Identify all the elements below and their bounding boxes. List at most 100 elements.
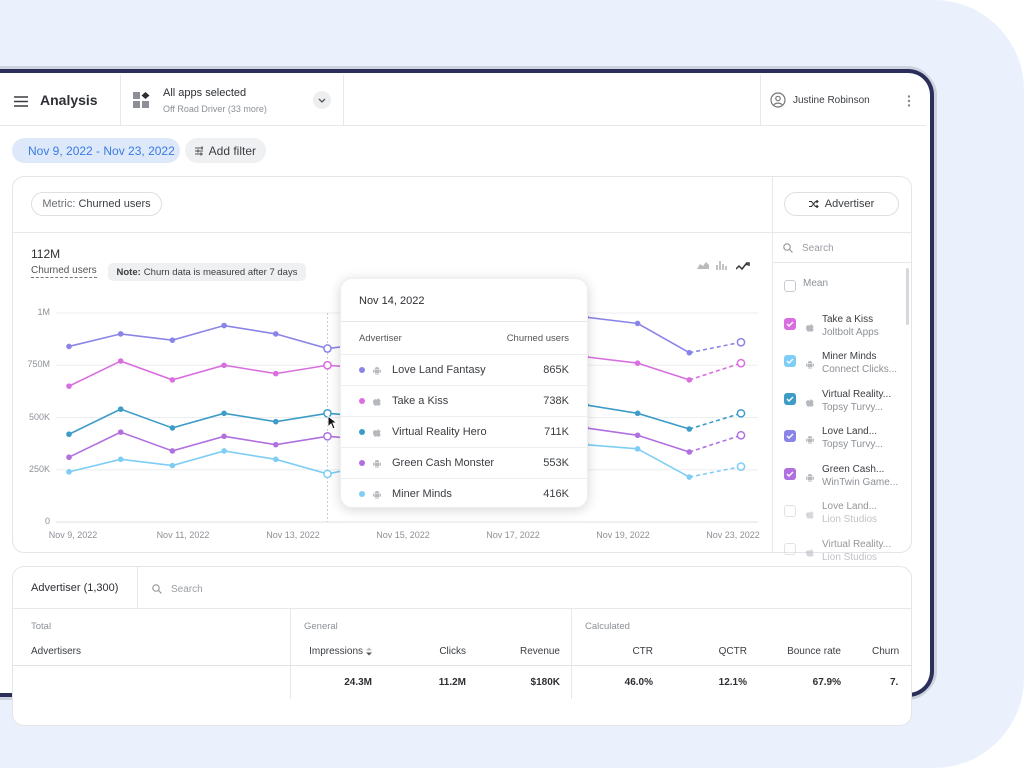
data-point[interactable]: [66, 469, 72, 475]
line-chart-toggle-icon[interactable]: [735, 258, 750, 276]
data-point[interactable]: [66, 343, 72, 350]
data-point[interactable]: [323, 360, 332, 370]
data-point[interactable]: [169, 425, 176, 431]
data-point[interactable]: [686, 474, 693, 480]
legend-item-publisher: WinTwin Game...: [822, 476, 899, 488]
data-point[interactable]: [221, 362, 227, 369]
data-point[interactable]: [169, 337, 176, 343]
legend-item[interactable]: Green Cash... WinTwin Game...: [784, 464, 904, 498]
legend-item-publisher: Lion Studios: [822, 514, 878, 525]
data-point[interactable]: [66, 454, 72, 461]
app-selector[interactable]: All apps selected Off Road Driver (33 mo…: [121, 75, 343, 125]
data-point[interactable]: [736, 430, 746, 440]
data-point[interactable]: [272, 418, 279, 425]
legend-item-publisher: Lion Studios: [822, 551, 878, 563]
group-calculated: Calculated: [585, 621, 630, 632]
data-point[interactable]: [221, 410, 227, 417]
menu-icon[interactable]: [14, 94, 28, 107]
data-point[interactable]: [323, 408, 332, 418]
tooltip-value: 865K: [543, 364, 569, 376]
tooltip-advertiser: Green Cash Monster: [392, 457, 495, 469]
legend-item-name: Mean: [803, 278, 829, 289]
more-options-icon[interactable]: [906, 94, 912, 107]
data-point[interactable]: [66, 383, 72, 389]
data-point[interactable]: [323, 431, 332, 441]
legend-checkbox[interactable]: [784, 317, 796, 330]
data-point[interactable]: [736, 358, 746, 368]
legend-item[interactable]: Love Land... Lion Studios: [784, 501, 904, 535]
date-range-button[interactable]: Nov 9, 2022 - Nov 23, 2022: [12, 138, 180, 163]
data-point[interactable]: [634, 410, 641, 417]
data-point[interactable]: [323, 344, 332, 353]
data-point[interactable]: [221, 448, 227, 454]
column-header-advertisers[interactable]: Advertisers: [31, 646, 82, 657]
bar-chart-toggle-icon[interactable]: [716, 257, 727, 275]
data-point[interactable]: [634, 432, 641, 439]
column-header-ctr[interactable]: CTR: [632, 646, 653, 657]
data-point[interactable]: [117, 331, 124, 337]
add-filter-button[interactable]: Add filter: [185, 138, 266, 163]
user-menu[interactable]: Justine Robinson: [770, 92, 870, 108]
android-icon: [806, 431, 814, 449]
data-point[interactable]: [686, 426, 693, 432]
legend-checkbox[interactable]: [784, 355, 796, 367]
column-header-bounce-rate[interactable]: Bounce rate: [787, 646, 841, 657]
legend-checkbox[interactable]: [784, 467, 796, 480]
series-projection-line: [689, 434, 742, 453]
legend-checkbox[interactable]: [784, 542, 796, 555]
data-point[interactable]: [272, 456, 279, 463]
data-point[interactable]: [66, 431, 72, 438]
area-chart-toggle-icon[interactable]: [697, 257, 709, 275]
legend-item[interactable]: Love Land... Topsy Turvy...: [784, 426, 904, 460]
data-point[interactable]: [117, 358, 124, 364]
mouse-cursor-icon: [327, 414, 339, 435]
legend-checkbox[interactable]: [784, 430, 796, 442]
data-point[interactable]: [272, 331, 279, 337]
table-search-input[interactable]: Search: [152, 582, 452, 596]
android-icon: [373, 459, 381, 468]
data-point[interactable]: [169, 462, 176, 469]
metric-selector[interactable]: Metric: Churned users: [31, 192, 162, 216]
legend-checkbox[interactable]: [784, 505, 796, 517]
data-point[interactable]: [272, 370, 279, 377]
legend-item[interactable]: Mean: [784, 276, 904, 310]
data-point[interactable]: [736, 337, 746, 347]
column-header-impressions[interactable]: Impressions: [300, 646, 372, 657]
legend-checkbox[interactable]: [784, 392, 796, 405]
group-by-advertiser-button[interactable]: Advertiser: [784, 192, 899, 216]
data-point[interactable]: [634, 360, 641, 366]
legend-item[interactable]: Miner Minds Connect Clicks...: [784, 351, 904, 385]
data-point[interactable]: [221, 322, 227, 329]
data-point[interactable]: [323, 469, 332, 479]
sort-icon: [366, 647, 372, 656]
data-point[interactable]: [686, 449, 693, 455]
data-point[interactable]: [169, 377, 176, 383]
data-point[interactable]: [272, 441, 279, 448]
column-header-qctr[interactable]: QCTR: [718, 646, 747, 657]
data-point[interactable]: [736, 408, 746, 418]
data-point[interactable]: [634, 446, 641, 452]
chevron-down-icon[interactable]: [313, 91, 331, 109]
tooltip-advertiser: Love Land Fantasy: [392, 364, 486, 376]
data-point[interactable]: [686, 377, 693, 383]
column-header-revenue[interactable]: Revenue: [519, 646, 560, 657]
legend-item[interactable]: Virtual Reality... Lion Studios: [784, 539, 904, 573]
legend-scrollbar[interactable]: [906, 268, 909, 325]
column-header-churn[interactable]: Churn: [872, 646, 900, 657]
legend-checkbox[interactable]: [784, 280, 796, 292]
data-point[interactable]: [221, 433, 227, 440]
tooltip-value: 416K: [543, 488, 569, 500]
column-header-clicks[interactable]: Clicks: [439, 646, 466, 657]
data-point[interactable]: [736, 462, 746, 471]
data-point[interactable]: [686, 349, 693, 356]
data-point[interactable]: [634, 320, 641, 327]
data-point[interactable]: [117, 429, 124, 435]
legend-item[interactable]: Take a Kiss Joltbolt Apps: [784, 314, 904, 348]
data-point[interactable]: [117, 406, 124, 412]
legend-item[interactable]: Virtual Reality... Topsy Turvy...: [784, 389, 904, 423]
data-point[interactable]: [169, 448, 176, 454]
advertiser-search-input[interactable]: Search: [783, 240, 903, 256]
metric-prefix: Metric:: [42, 198, 76, 210]
tooltip-col-advertiser: Advertiser: [359, 333, 402, 344]
data-point[interactable]: [117, 456, 124, 463]
